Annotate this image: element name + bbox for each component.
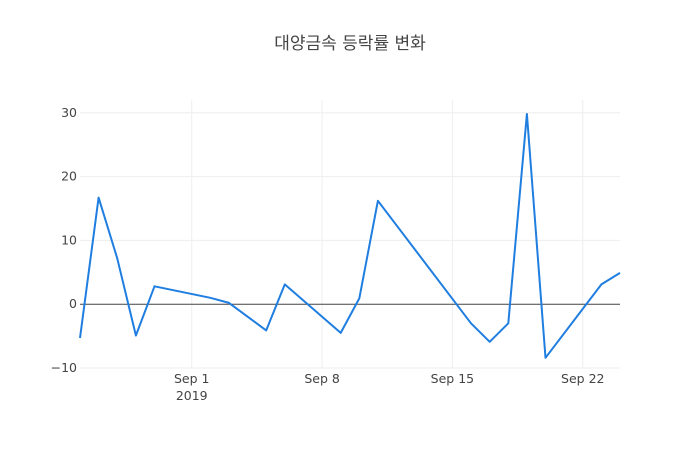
series-layer (80, 114, 620, 358)
x-tick-label: Sep 15 (431, 371, 474, 386)
y-tick-label: 0 (69, 296, 77, 311)
chart-title: 대양금속 등락률 변화 (274, 34, 426, 54)
series-line (80, 114, 620, 358)
x-tick-label: Sep 1 (174, 371, 210, 386)
x-tick-label: Sep 8 (304, 371, 340, 386)
x-tick-label: Sep 22 (561, 371, 604, 386)
y-tick-label: 30 (61, 105, 77, 120)
y-tick-label: 10 (61, 232, 77, 247)
x-tick-sublabel: 2019 (176, 388, 208, 403)
axes: −10 0 10 20 30 Sep 1 2019 Sep 8 Sep 15 Sep 22 (51, 105, 620, 403)
grid (80, 100, 620, 368)
y-tick-label: −10 (51, 360, 77, 375)
y-tick-label: 20 (61, 169, 77, 184)
